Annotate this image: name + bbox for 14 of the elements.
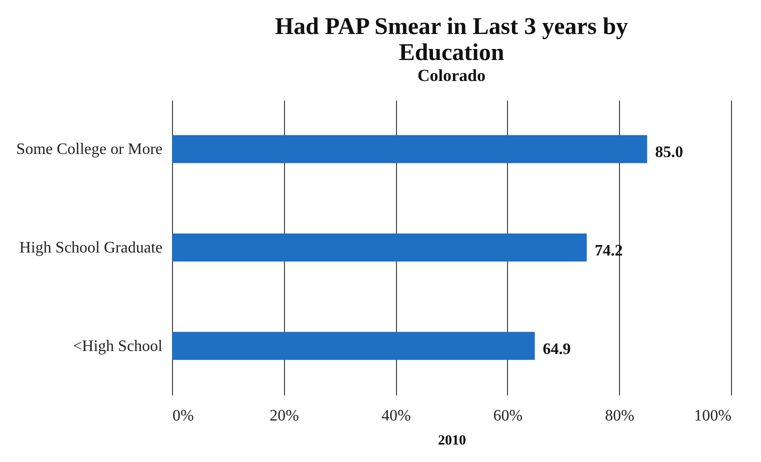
data-label: 64.9 [542, 340, 571, 358]
y-tick-label: Some College or More [16, 141, 162, 158]
x-tick-label: 40% [381, 408, 411, 424]
x-tick-label: 20% [270, 408, 299, 424]
chart-title: Had PAP Smear in Last 3 years by Education [274, 14, 628, 66]
x-tick-label: 0% [172, 408, 194, 424]
x-axis-title: 2010 [438, 434, 466, 448]
chart-subtitle: Colorado [418, 66, 486, 85]
y-tick-label: High School Graduate [19, 240, 162, 256]
y-tick-label: <High School [73, 338, 164, 355]
x-tick-label: 60% [493, 408, 523, 424]
x-tick-label: 100% [694, 408, 732, 424]
data-label: 85.0 [655, 144, 684, 162]
x-tick-label: 80% [605, 408, 634, 424]
